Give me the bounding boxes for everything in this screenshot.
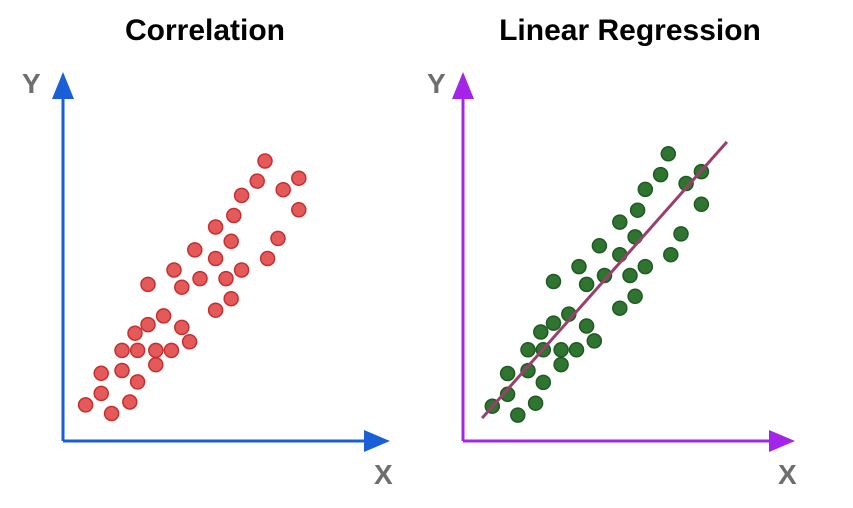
regression-point-31: [652, 166, 669, 183]
regression-point-29: [637, 258, 654, 275]
correlation-point-29: [233, 262, 250, 278]
regression-point-30: [637, 181, 654, 198]
correlation-point-9: [129, 342, 146, 359]
correlation-point-20: [187, 242, 203, 258]
regression-point-35: [678, 175, 694, 192]
correlation-point-33: [257, 153, 273, 169]
regression-point-13: [553, 342, 569, 358]
correlation-x-label: X: [374, 459, 393, 490]
regression-point-36: [693, 196, 710, 213]
correlation-point-26: [223, 233, 239, 250]
correlation-point-34: [270, 230, 286, 247]
correlation-point-14: [155, 308, 172, 324]
correlation-point-19: [181, 334, 198, 350]
correlation-point-25: [218, 270, 234, 287]
correlation-point-27: [223, 290, 239, 307]
regression-point-10: [545, 315, 562, 331]
correlation-point-17: [174, 279, 190, 295]
correlation-point-30: [233, 187, 250, 204]
correlation-chart-title: Correlation: [124, 14, 286, 47]
correlation-point-11: [140, 276, 156, 293]
correlation-points: [77, 153, 307, 422]
correlation-axes: Y X: [22, 68, 393, 490]
correlation-point-24: [207, 250, 224, 267]
correlation-point-10: [140, 316, 156, 333]
regression-point-24: [612, 246, 628, 263]
correlation-point-6: [122, 394, 138, 410]
regression-point-17: [578, 276, 595, 293]
correlation-y-arrowhead: [52, 72, 74, 99]
regression-point-16: [571, 258, 587, 275]
correlation-point-2: [93, 385, 109, 402]
regression-point-8: [535, 374, 552, 391]
correlation-y-label: Y: [22, 68, 41, 99]
correlation-point-15: [163, 342, 180, 359]
regression-y-arrowhead: [452, 72, 474, 99]
regression-points: [484, 146, 710, 423]
correlation-point-5: [114, 342, 130, 359]
regression-line: [480, 140, 729, 420]
correlation-point-32: [259, 250, 276, 267]
regression-point-22: [612, 300, 628, 316]
regression-point-28: [629, 202, 646, 218]
correlation-point-36: [291, 202, 307, 218]
regression-point-11: [545, 273, 562, 290]
correlation-point-28: [226, 207, 242, 224]
regression-point-1: [499, 365, 516, 382]
regression-point-20: [591, 238, 608, 254]
regression-chart-title: Linear Regression: [499, 14, 761, 47]
regression-y-label: Y: [427, 68, 446, 99]
regression-point-21: [596, 267, 613, 284]
regression-point-5: [520, 342, 536, 358]
regression-point-4: [520, 362, 536, 379]
regression-point-18: [578, 318, 595, 334]
correlation-point-12: [148, 356, 164, 373]
correlation-point-35: [275, 181, 291, 198]
correlation-point-8: [129, 374, 146, 390]
regression-x-arrowhead: [769, 430, 795, 452]
regression-axes: Y X: [427, 68, 797, 490]
regression-point-27: [627, 288, 643, 305]
correlation-point-23: [207, 219, 224, 235]
regression-point-15: [568, 342, 585, 358]
correlation-point-4: [114, 362, 130, 379]
correlation-point-7: [127, 325, 143, 341]
regression-point-32: [663, 246, 679, 263]
regression-point-34: [673, 226, 689, 242]
correlation-point-21: [192, 270, 208, 287]
correlation-point-0: [77, 397, 94, 413]
correlation-point-1: [93, 365, 109, 382]
correlation-x-arrowhead: [364, 430, 390, 452]
correlation-point-18: [174, 319, 190, 336]
correlation-point-31: [249, 173, 265, 189]
correlation-point-37: [291, 170, 307, 186]
regression-point-23: [612, 214, 628, 230]
regression-point-6: [527, 395, 544, 411]
regression-x-label: X: [778, 459, 797, 490]
regression-point-33: [660, 146, 677, 162]
regression-point-7: [533, 324, 549, 340]
correlation-point-3: [103, 405, 120, 422]
regression-point-12: [553, 356, 569, 373]
correlation-point-13: [148, 342, 164, 359]
regression-point-25: [622, 267, 638, 284]
correlation-point-22: [207, 302, 224, 318]
regression-point-3: [510, 407, 526, 423]
regression-point-19: [586, 333, 603, 349]
correlation-point-16: [166, 262, 182, 278]
